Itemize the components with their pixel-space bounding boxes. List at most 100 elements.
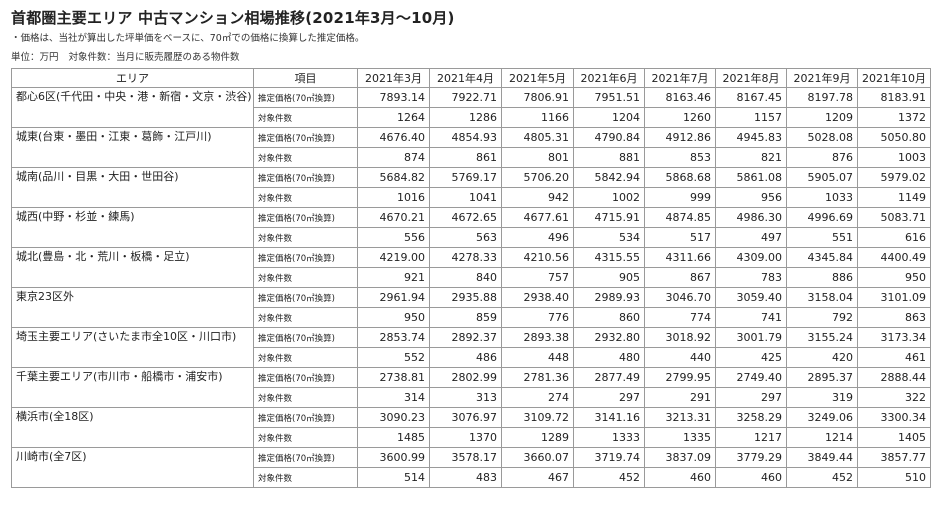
price-cell: 3155.24 (786, 327, 858, 348)
table-row-price: 川崎市(全7区) 推定価格(70㎡換算) 3600.99 3578.17 3660.07… (11, 447, 931, 488)
item-cell-price: 推定価格(70㎡換算) (253, 447, 358, 468)
price-cell: 4854.93 (429, 127, 502, 148)
count-cell: 496 (501, 227, 574, 248)
price-cell: 2749.40 (715, 367, 787, 388)
count-cell: 774 (644, 307, 716, 328)
count-cell: 616 (857, 227, 931, 248)
count-cell: 1260 (644, 107, 716, 128)
price-cell: 3300.34 (857, 407, 931, 428)
price-cell: 3258.29 (715, 407, 787, 428)
item-cell-price: 推定価格(70㎡換算) (253, 247, 358, 268)
table-row-price: 横浜市(全18区) 推定価格(70㎡換算) 3090.23 3076.97 3109.7… (11, 407, 931, 448)
count-cell: 1016 (357, 187, 430, 208)
price-note: ・価格は、当社が算出した坪単価をベースに、70㎡での価格に換算した推定価格。 (11, 33, 365, 44)
price-cell: 2895.37 (786, 367, 858, 388)
count-cell: 480 (573, 347, 645, 368)
price-cell: 7893.14 (357, 87, 430, 108)
area-cell: 千葉主要エリア(市川市・船橋市・浦安市) (11, 367, 254, 408)
price-cell: 3837.09 (644, 447, 716, 468)
price-cell: 3600.99 (357, 447, 430, 468)
table-row-price: 千葉主要エリア(市川市・船橋市・浦安市) 推定価格(70㎡換算) 2738.81 28… (11, 367, 931, 408)
price-cell: 3857.77 (857, 447, 931, 468)
price-cell: 5050.80 (857, 127, 931, 148)
count-cell: 776 (501, 307, 574, 328)
header-month: 2021年7月 (644, 68, 716, 88)
item-cell-price: 推定価格(70㎡換算) (253, 167, 358, 188)
header-month: 2021年10月 (857, 68, 931, 88)
table-row-count: 対象件数 556 563 496 534 517 497 551 616 (12, 227, 931, 248)
header-month: 2021年8月 (715, 68, 787, 88)
count-cell: 860 (573, 307, 645, 328)
count-cell: 1335 (644, 427, 716, 448)
table-row-price: 都心6区(千代田・中央・港・新宿・文京・渋谷) 推定価格(70㎡換算) 7893.1… (11, 87, 931, 128)
area-cell: 横浜市(全18区) (11, 407, 254, 448)
unit-label: 単位：万円 (11, 52, 59, 63)
count-cell: 556 (357, 227, 430, 248)
price-cell: 5905.07 (786, 167, 858, 188)
price-cell: 2989.93 (573, 287, 645, 308)
price-cell: 2893.38 (501, 327, 574, 348)
price-cell: 3173.34 (857, 327, 931, 348)
count-cell: 440 (644, 347, 716, 368)
count-cell: 425 (715, 347, 787, 368)
count-cell: 297 (715, 387, 787, 408)
count-cell: 534 (573, 227, 645, 248)
count-cell: 783 (715, 267, 787, 288)
count-cell: 452 (786, 467, 858, 488)
price-cell: 3101.09 (857, 287, 931, 308)
price-cell: 5706.20 (501, 167, 574, 188)
count-cell: 801 (501, 147, 574, 168)
count-cell: 950 (857, 267, 931, 288)
area-cell: 城南(品川・目黒・大田・世田谷) (11, 167, 254, 208)
table-row-price: 埼玉主要エリア(さいたま市全10区・川口市) 推定価格(70㎡換算) 2853.74… (11, 327, 931, 368)
price-cell: 5028.08 (786, 127, 858, 148)
price-cell: 4278.33 (429, 247, 502, 268)
price-cell: 3719.74 (573, 447, 645, 468)
item-cell-count: 対象件数 (253, 187, 358, 208)
item-cell-price: 推定価格(70㎡換算) (253, 407, 358, 428)
count-cell: 448 (501, 347, 574, 368)
price-cell: 5861.08 (715, 167, 787, 188)
count-cell: 1372 (857, 107, 931, 128)
price-cell: 3090.23 (357, 407, 430, 428)
price-cell: 3059.40 (715, 287, 787, 308)
count-cell: 921 (357, 267, 430, 288)
count-cell: 322 (857, 387, 931, 408)
page-title: 首都圏主要エリア 中古マンション相場推移(2021年3月～10月) (11, 9, 455, 27)
count-cell: 956 (715, 187, 787, 208)
price-cell: 2888.44 (857, 367, 931, 388)
count-cell: 821 (715, 147, 787, 168)
price-cell: 4715.91 (573, 207, 645, 228)
price-cell: 7922.71 (429, 87, 502, 108)
area-cell: 埼玉主要エリア(さいたま市全10区・川口市) (11, 327, 254, 368)
price-cell: 2892.37 (429, 327, 502, 348)
item-cell-price: 推定価格(70㎡換算) (253, 287, 358, 308)
item-cell-count: 対象件数 (253, 467, 358, 488)
item-cell-price: 推定価格(70㎡換算) (253, 367, 358, 388)
price-cell: 3141.16 (573, 407, 645, 428)
count-cell: 863 (857, 307, 931, 328)
area-cell: 都心6区(千代田・中央・港・新宿・文京・渋谷) (11, 87, 254, 128)
count-cell: 950 (357, 307, 430, 328)
price-table: エリア 項目 2021年3月 2021年4月 2021年5月 2021年6月 2… (11, 68, 931, 488)
price-cell: 3779.29 (715, 447, 787, 468)
area-cell: 川崎市(全7区) (11, 447, 254, 488)
price-cell: 4315.55 (573, 247, 645, 268)
count-cell: 552 (357, 347, 430, 368)
price-cell: 2738.81 (357, 367, 430, 388)
count-cell: 1209 (786, 107, 858, 128)
count-cell: 1166 (501, 107, 574, 128)
table-row-price: 城西(中野・杉並・練馬) 推定価格(70㎡換算) 4670.21 4672.65 467… (11, 207, 931, 248)
price-cell: 4311.66 (644, 247, 716, 268)
count-cell: 297 (573, 387, 645, 408)
header-month: 2021年6月 (573, 68, 645, 88)
item-cell-count: 対象件数 (253, 427, 358, 448)
count-cell: 874 (357, 147, 430, 168)
item-cell-price: 推定価格(70㎡換算) (253, 87, 358, 108)
table-row-price: 城北(豊島・北・荒川・板橋・足立) 推定価格(70㎡換算) 4219.00 4278.… (11, 247, 931, 288)
area-cell: 東京23区外 (11, 287, 254, 328)
price-cell: 3046.70 (644, 287, 716, 308)
price-cell: 3249.06 (786, 407, 858, 428)
price-cell: 4805.31 (501, 127, 574, 148)
count-cell: 1485 (357, 427, 430, 448)
